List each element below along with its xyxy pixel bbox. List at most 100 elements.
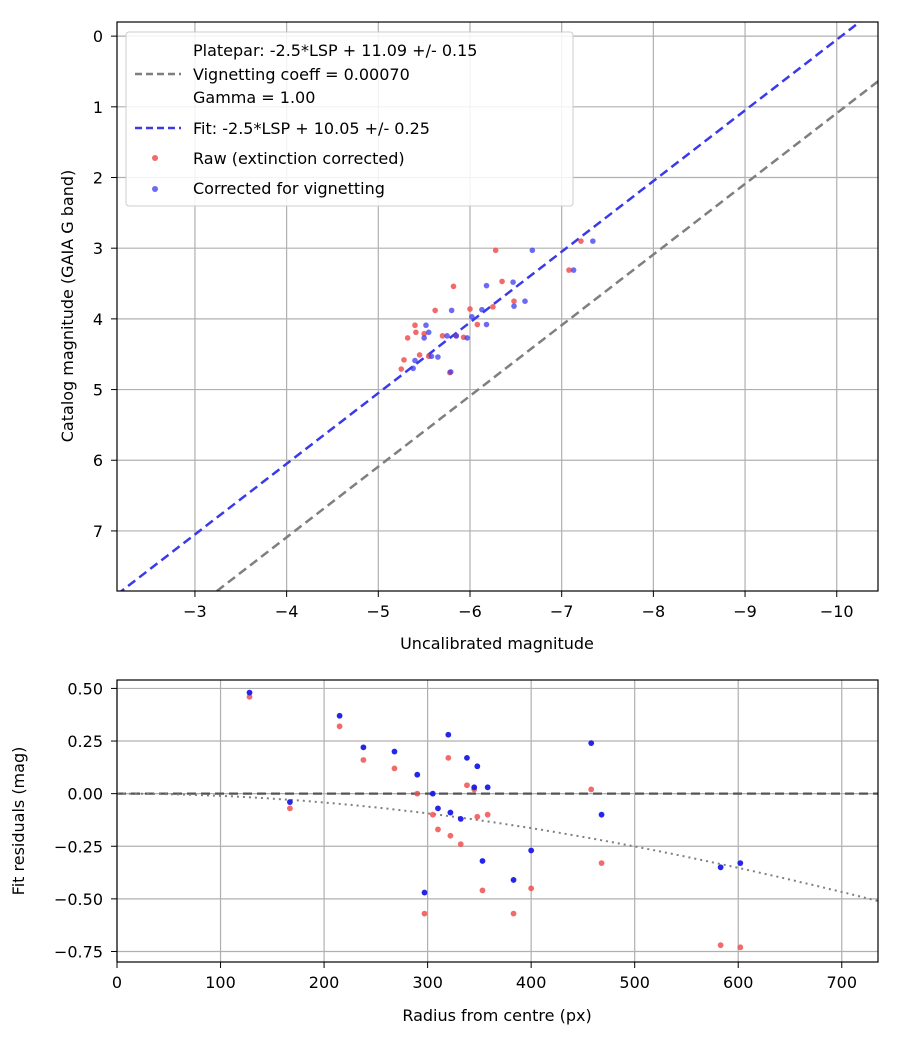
x-tick-label: −6: [458, 602, 482, 621]
raw-residual-point: [246, 693, 253, 700]
corrected-point: [511, 303, 517, 309]
y-tick-label: 5: [93, 381, 103, 400]
corrected-residual-point: [445, 731, 452, 738]
raw-point: [566, 267, 572, 273]
residuals-reference-lines: [117, 792, 878, 902]
corrected-point: [435, 354, 441, 360]
y-tick-label: 0.25: [67, 732, 103, 751]
corrected-point: [453, 333, 460, 339]
raw-residual-point: [464, 782, 470, 789]
corrected-point: [410, 365, 416, 372]
raw-point: [404, 335, 411, 341]
raw-residual-point: [336, 723, 343, 730]
raw-point: [412, 322, 418, 329]
corrected-point: [479, 306, 485, 313]
calibration-fit-lines: [119, 22, 878, 591]
legend-fit-text: Fit: -2.5*LSP + 10.05 +/- 0.25: [193, 119, 430, 138]
corrected-point: [464, 335, 471, 341]
corrected-point: [412, 357, 418, 364]
corrected-residual-point: [598, 811, 605, 818]
corrected-point: [570, 267, 577, 273]
corrected-residual-point: [246, 689, 253, 696]
raw-residual-point: [588, 786, 595, 793]
raw-residual-point: [445, 754, 452, 761]
corrected-residual-point: [457, 815, 464, 822]
raw-residual-point: [435, 826, 441, 833]
raw-residual-point: [447, 832, 454, 839]
corrected-point: [590, 238, 596, 244]
raw-residual-point: [598, 860, 605, 866]
x-tick-label: −9: [733, 602, 757, 621]
raw-residual-point: [429, 811, 436, 818]
y-tick-label: 0.00: [67, 785, 103, 804]
y-tick-label: 7: [93, 522, 103, 541]
y-tick-label: 3: [93, 239, 103, 258]
raw-residual-point: [287, 805, 293, 812]
x-tick-label: −4: [275, 602, 299, 621]
calibration-x-axis-label: Uncalibrated magnitude: [400, 634, 594, 653]
corrected-residual-point: [484, 784, 491, 791]
fit-line: [119, 22, 862, 591]
y-tick-label: 6: [93, 451, 103, 470]
y-tick-label: 1: [93, 98, 103, 117]
calibration-plot: −3 −4 −5 −6 −7 −8 −9 −10 0 1 2 3 4 5 6 7 Uncalibrated m…: [58, 21, 879, 653]
x-tick-label: 200: [309, 973, 340, 992]
x-tick-label: −8: [642, 602, 666, 621]
corrected-point: [444, 333, 450, 339]
raw-point: [413, 329, 419, 336]
legend-box: [125, 31, 574, 207]
corrected-point: [423, 322, 429, 329]
raw-point: [578, 238, 584, 244]
x-tick-label: −7: [550, 602, 574, 621]
raw-residual-point: [510, 910, 517, 917]
x-tick-label: 0: [112, 973, 122, 992]
calibration-ticks: −3 −4 −5 −6 −7 −8 −9 −10 0 1 2 3 4 5 6 7: [93, 27, 854, 621]
platepar-line: [214, 80, 878, 591]
corrected-residual-point: [588, 740, 595, 747]
raw-residual-point: [474, 813, 481, 820]
corrected-residual-point: [474, 763, 481, 770]
corrected-residual-point: [435, 805, 441, 812]
raw-point: [499, 278, 505, 285]
raw-point: [490, 304, 496, 310]
corrected-point: [469, 313, 475, 320]
x-tick-label: 400: [516, 973, 547, 992]
corrected-residual-point: [479, 858, 486, 864]
raw-residual-point: [479, 887, 486, 894]
corrected-residual-point: [360, 744, 367, 751]
corrected-residual-point: [471, 784, 478, 791]
y-tick-label: 2: [93, 169, 103, 188]
corrected-residual-point: [447, 809, 454, 816]
corrected-residual-point: [510, 877, 517, 883]
raw-residual-point: [421, 910, 428, 917]
residuals-x-axis-label: Radius from centre (px): [402, 1006, 591, 1025]
legend-platepar-text: Platepar: -2.5*LSP + 11.09 +/- 0.15: [193, 41, 477, 60]
corrected-residual-point: [336, 712, 343, 719]
raw-residual-point: [391, 765, 398, 772]
residuals-points: [246, 689, 744, 951]
raw-residual-point: [717, 942, 724, 949]
corrected-point: [529, 247, 536, 254]
corrected-residual-point: [528, 847, 535, 854]
legend-vignetting-text: Vignetting coeff = 0.00070: [193, 65, 410, 84]
raw-point: [511, 298, 517, 304]
corrected-point: [425, 329, 432, 336]
x-tick-label: 700: [826, 973, 857, 992]
raw-residual-point: [457, 841, 464, 848]
residuals-grid: [116, 680, 878, 962]
residuals-plot-frame: [116, 679, 879, 963]
raw-point: [492, 247, 499, 254]
residuals-y-axis-label: Fit residuals (mag): [9, 747, 28, 896]
corrected-residual-point: [429, 790, 436, 797]
raw-point: [474, 321, 481, 328]
raw-residual-point: [360, 757, 367, 763]
residuals-plot: 0 100 200 300 400 500 600 700 0.50 0.25 0.00 −0.25 −…: [9, 679, 879, 1025]
y-tick-label: −0.25: [54, 837, 103, 856]
corrected-point: [522, 298, 528, 304]
raw-residual-point: [484, 811, 491, 818]
x-tick-label: −3: [183, 602, 207, 621]
raw-point: [416, 352, 423, 358]
legend-gamma-text: Gamma = 1.00: [193, 88, 315, 107]
calibration-legend: Platepar: -2.5*LSP + 11.09 +/- 0.15 Vign…: [125, 31, 574, 207]
